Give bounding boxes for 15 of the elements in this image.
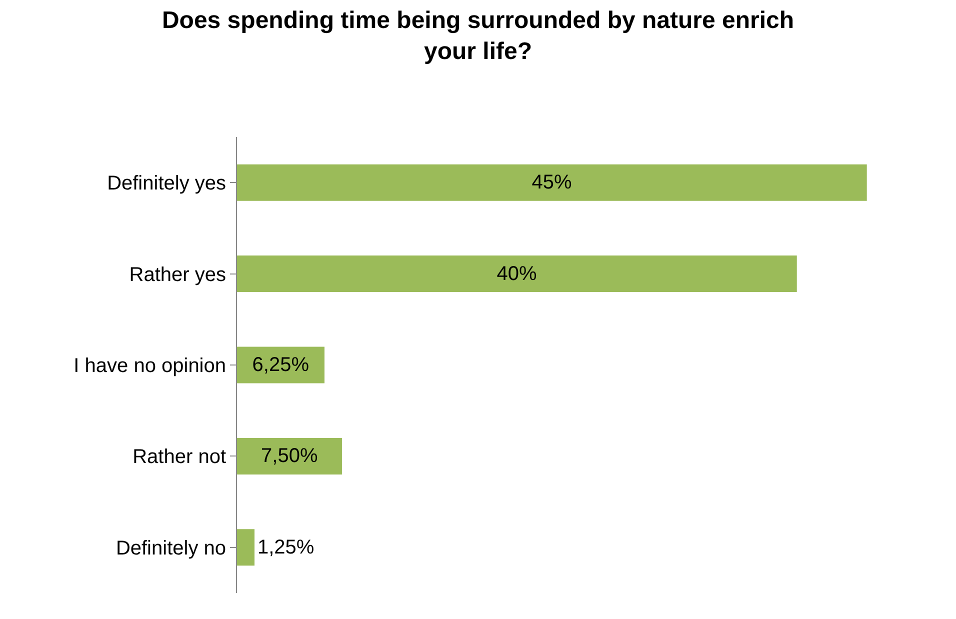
data-label: 6,25% xyxy=(252,354,310,376)
y-tick-label: Definitely yes xyxy=(107,172,226,195)
data-label: 7,50% xyxy=(261,445,318,468)
data-label: 40% xyxy=(496,262,538,285)
data-label: 45% xyxy=(532,172,572,194)
data-label: 1,25% xyxy=(258,536,314,558)
y-tick-label: Rather yes xyxy=(129,264,226,286)
bar xyxy=(237,256,797,292)
bar xyxy=(237,438,342,474)
y-tick-label: I have no opinion xyxy=(74,355,226,377)
y-tick-label: Rather not xyxy=(132,446,226,468)
y-tick-label: Definitely no xyxy=(116,537,226,560)
bar xyxy=(237,164,867,201)
chart-title: Does spending time being surrounded by nature enrich your life? xyxy=(162,6,794,66)
bar xyxy=(237,529,254,566)
